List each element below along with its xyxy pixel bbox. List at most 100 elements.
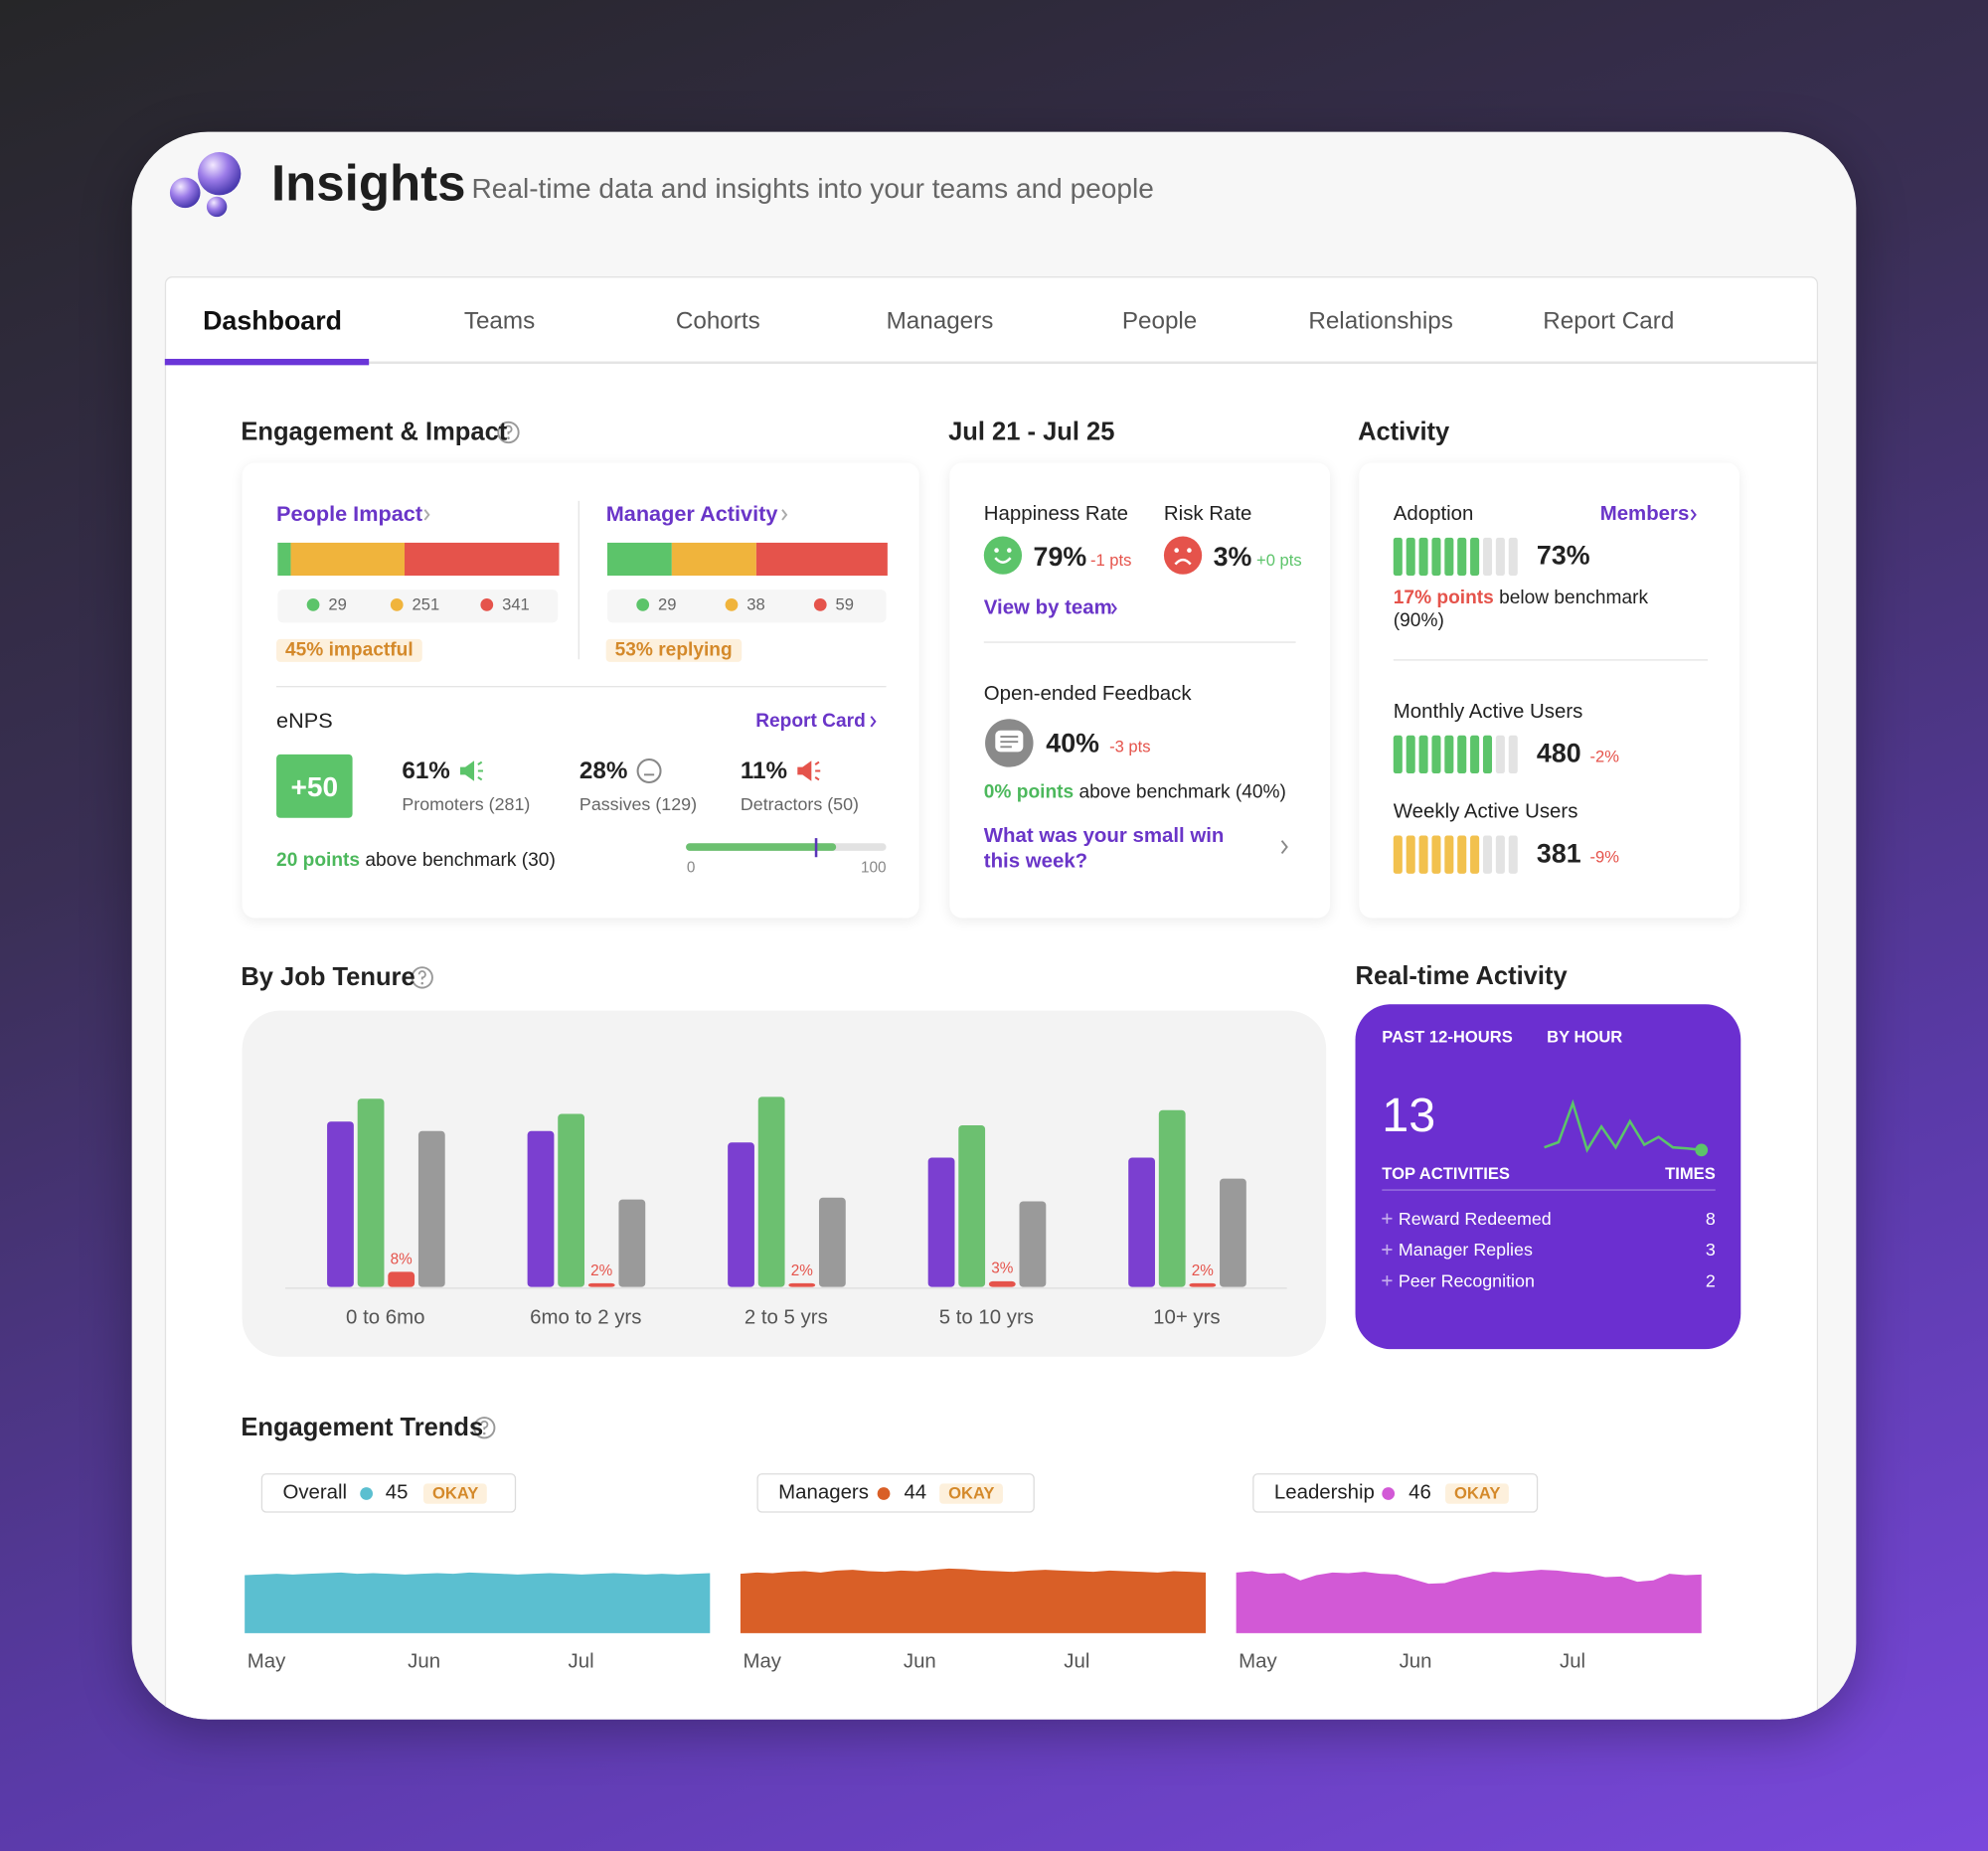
meter-value: 381 <box>1536 839 1581 870</box>
activity-name: Reward Redeemed <box>1398 1208 1552 1229</box>
tab[interactable]: Relationships <box>1308 307 1453 335</box>
meter-segment-filled <box>1406 735 1415 774</box>
help-circle <box>497 421 520 444</box>
group-percent: 11% <box>740 757 788 785</box>
mood-icon <box>983 536 1023 575</box>
count: 29 <box>657 594 677 614</box>
feedback-label: Open-ended Feedback <box>983 683 1192 706</box>
megaphone-icon <box>460 760 475 781</box>
area <box>1236 1570 1702 1633</box>
bar <box>357 1098 385 1287</box>
count: 341 <box>502 594 530 614</box>
page-title: Insights <box>270 155 466 213</box>
divider <box>1382 1189 1716 1191</box>
x-tick-label: May <box>1239 1651 1277 1673</box>
sparkline-end <box>1695 1143 1709 1157</box>
total-count: 13 <box>1382 1089 1436 1143</box>
chevron <box>781 509 788 521</box>
meter-segment-filled <box>1418 735 1428 774</box>
legend-dot <box>725 598 739 611</box>
meter-segment <box>1495 835 1505 874</box>
bar <box>988 1280 1016 1287</box>
enps-score: +50 <box>290 770 339 803</box>
meter-segment-filled <box>1393 537 1403 577</box>
meter-label: Adoption <box>1393 503 1474 526</box>
value-label: 2% <box>790 1261 813 1279</box>
tab[interactable]: Report Card <box>1543 307 1675 335</box>
week-card <box>949 462 1331 919</box>
feedback-value: 40% <box>1046 729 1099 759</box>
feedback-question[interactable]: What was your small win this week? <box>983 825 1225 873</box>
chevron <box>423 509 430 521</box>
bar <box>1019 1201 1047 1287</box>
count: 38 <box>746 594 765 614</box>
activity-name: Manager Replies <box>1398 1239 1533 1260</box>
meter-delta: -2% <box>1589 747 1619 766</box>
legend-dot <box>390 598 404 611</box>
x-tick-label: 2 to 5 yrs <box>744 1307 828 1330</box>
mouth <box>1174 558 1192 566</box>
rate-value: 3% <box>1213 543 1252 573</box>
status-badge: OKAY <box>939 1483 1004 1504</box>
tab[interactable]: Dashboard <box>203 307 342 337</box>
help-mark <box>417 970 426 980</box>
bar-segment <box>277 542 291 577</box>
x-tick-label: 6mo to 2 yrs <box>530 1307 642 1330</box>
gauge-max: 100 <box>861 858 887 877</box>
activity-count: 3 <box>1705 1239 1716 1260</box>
bar-segment <box>290 542 406 577</box>
tab[interactable]: Cohorts <box>675 307 760 335</box>
meter-label: Monthly Active Users <box>1393 701 1583 724</box>
megaphone-waves <box>814 760 821 781</box>
help-mark <box>504 424 513 434</box>
megaphone-waves <box>477 760 483 781</box>
help-dot <box>507 436 510 439</box>
trend-score: 46 <box>1408 1482 1431 1505</box>
view-link[interactable]: View by team <box>983 597 1112 619</box>
panel-link[interactable]: Manager Activity <box>605 501 778 527</box>
legend-dot <box>306 598 320 611</box>
panel-tab[interactable]: BY HOUR <box>1547 1027 1623 1047</box>
meter-segment-filled <box>1431 835 1441 874</box>
realtime-panel <box>1355 1004 1741 1350</box>
trend-name: Managers <box>778 1482 869 1505</box>
badge: 53% replying <box>605 638 742 662</box>
divider <box>1393 659 1709 661</box>
highlight: 0% points <box>983 780 1075 803</box>
group-label: Promoters (281) <box>402 792 531 814</box>
legend-dot <box>636 598 650 611</box>
divider <box>276 686 887 688</box>
legend-dot <box>480 598 494 611</box>
tab[interactable]: Managers <box>886 307 994 335</box>
tab[interactable]: Teams <box>463 307 536 335</box>
bar-segment <box>755 542 888 577</box>
help-circle <box>473 1417 496 1439</box>
meter-segment-filled <box>1482 735 1493 774</box>
help-icon <box>497 421 520 444</box>
x-tick-label: 5 to 10 yrs <box>938 1307 1034 1330</box>
tab[interactable]: People <box>1121 307 1198 335</box>
meter-segment-filled <box>1418 835 1428 874</box>
meter-segment-filled <box>1418 537 1428 577</box>
report-link[interactable]: Report Card <box>755 710 866 732</box>
trend-dot <box>360 1487 373 1500</box>
activity-count: 8 <box>1705 1208 1716 1229</box>
group-label: Passives (129) <box>579 792 698 814</box>
panel-link[interactable]: People Impact <box>276 501 423 527</box>
trend-name: Leadership <box>1273 1482 1375 1505</box>
bar <box>558 1113 585 1287</box>
bar <box>927 1157 955 1287</box>
bar-segment <box>606 542 672 577</box>
count: 251 <box>412 594 440 614</box>
panel-tab[interactable]: PAST 12-HOURS <box>1382 1027 1513 1047</box>
help-mark <box>480 1420 489 1430</box>
status-badge: OKAY <box>1445 1483 1510 1504</box>
x-tick-label: 0 to 6mo <box>346 1307 425 1330</box>
divider <box>983 641 1296 643</box>
bar <box>1189 1282 1217 1287</box>
members-link[interactable]: Members <box>1599 503 1690 526</box>
meter-segment <box>1508 537 1518 577</box>
bar <box>327 1121 354 1287</box>
meter-segment <box>1482 835 1493 874</box>
x-tick-label: Jun <box>903 1651 936 1673</box>
